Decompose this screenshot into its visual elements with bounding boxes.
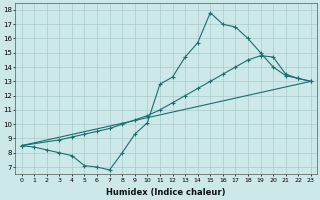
X-axis label: Humidex (Indice chaleur): Humidex (Indice chaleur)	[107, 188, 226, 197]
